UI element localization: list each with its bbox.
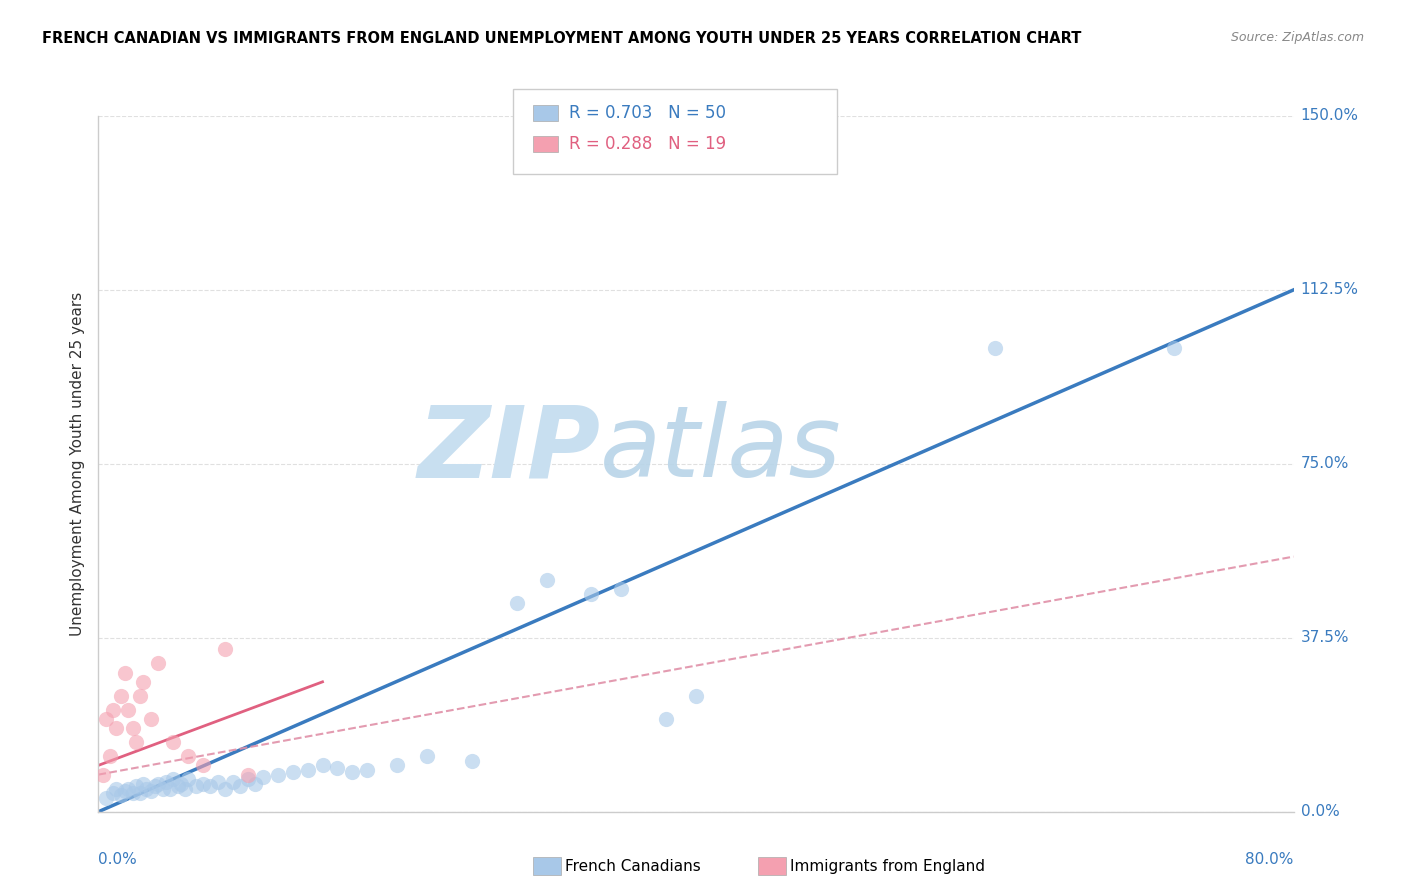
Point xyxy=(94,712,117,726)
Point xyxy=(214,642,236,657)
Point xyxy=(655,712,678,726)
Point xyxy=(326,761,349,775)
Point xyxy=(125,779,148,793)
Point xyxy=(129,689,152,703)
Point xyxy=(983,341,1005,355)
Point xyxy=(169,777,191,791)
Point xyxy=(105,721,128,735)
Point xyxy=(461,754,484,768)
Text: Immigrants from England: Immigrants from England xyxy=(790,859,986,873)
Point xyxy=(222,774,245,789)
Point xyxy=(174,781,197,796)
Point xyxy=(139,784,162,798)
Text: 0.0%: 0.0% xyxy=(1301,805,1340,819)
Point xyxy=(155,774,177,789)
Point xyxy=(114,784,136,798)
Point xyxy=(245,777,267,791)
Text: ZIP: ZIP xyxy=(418,401,600,499)
Point xyxy=(297,763,319,777)
Text: Source: ZipAtlas.com: Source: ZipAtlas.com xyxy=(1230,31,1364,45)
Text: FRENCH CANADIAN VS IMMIGRANTS FROM ENGLAND UNEMPLOYMENT AMONG YOUTH UNDER 25 YEA: FRENCH CANADIAN VS IMMIGRANTS FROM ENGLA… xyxy=(42,31,1081,46)
Point xyxy=(342,765,364,780)
Point xyxy=(311,758,333,772)
Text: atlas: atlas xyxy=(600,401,842,499)
Text: 75.0%: 75.0% xyxy=(1301,457,1348,471)
Point xyxy=(1163,341,1185,355)
Point xyxy=(166,779,188,793)
Point xyxy=(252,770,274,784)
Text: R = 0.703   N = 50: R = 0.703 N = 50 xyxy=(569,104,727,122)
Point xyxy=(159,781,181,796)
Point xyxy=(129,786,152,800)
Text: 80.0%: 80.0% xyxy=(1246,852,1294,867)
Point xyxy=(200,779,222,793)
Point xyxy=(214,781,236,796)
Point xyxy=(91,767,114,781)
Text: 37.5%: 37.5% xyxy=(1301,631,1348,645)
Point xyxy=(117,781,139,796)
Point xyxy=(267,767,290,781)
Point xyxy=(236,772,259,787)
Point xyxy=(110,689,132,703)
Point xyxy=(98,749,122,764)
Point xyxy=(103,703,125,717)
Point xyxy=(229,779,252,793)
Point xyxy=(581,587,603,601)
Point xyxy=(236,767,259,781)
Point xyxy=(207,774,229,789)
Point xyxy=(121,721,143,735)
Point xyxy=(177,772,200,787)
Point xyxy=(416,749,439,764)
Text: French Canadians: French Canadians xyxy=(565,859,702,873)
Point xyxy=(121,786,143,800)
Point xyxy=(148,657,170,671)
Point xyxy=(385,758,409,772)
Point xyxy=(162,735,184,749)
Point xyxy=(117,703,139,717)
Text: 112.5%: 112.5% xyxy=(1301,283,1358,297)
Text: R = 0.288   N = 19: R = 0.288 N = 19 xyxy=(569,135,727,153)
Point xyxy=(105,781,128,796)
Point xyxy=(184,779,207,793)
Point xyxy=(143,779,166,793)
Point xyxy=(110,789,132,803)
Point xyxy=(132,777,155,791)
Point xyxy=(356,763,378,777)
Point xyxy=(610,582,633,596)
Point xyxy=(536,573,558,587)
Point xyxy=(139,712,162,726)
Point xyxy=(506,596,529,610)
Point xyxy=(177,749,200,764)
Text: 150.0%: 150.0% xyxy=(1301,109,1358,123)
Point xyxy=(135,781,157,796)
Point xyxy=(94,790,117,805)
Point xyxy=(191,758,214,772)
Point xyxy=(103,786,125,800)
Point xyxy=(125,735,148,749)
Point xyxy=(281,765,304,780)
Point xyxy=(152,781,174,796)
Point xyxy=(148,777,170,791)
Point xyxy=(191,777,214,791)
Point xyxy=(132,674,155,689)
Y-axis label: Unemployment Among Youth under 25 years: Unemployment Among Youth under 25 years xyxy=(69,292,84,636)
Point xyxy=(685,689,707,703)
Point xyxy=(162,772,184,787)
Text: 0.0%: 0.0% xyxy=(98,852,138,867)
Point xyxy=(114,665,136,680)
